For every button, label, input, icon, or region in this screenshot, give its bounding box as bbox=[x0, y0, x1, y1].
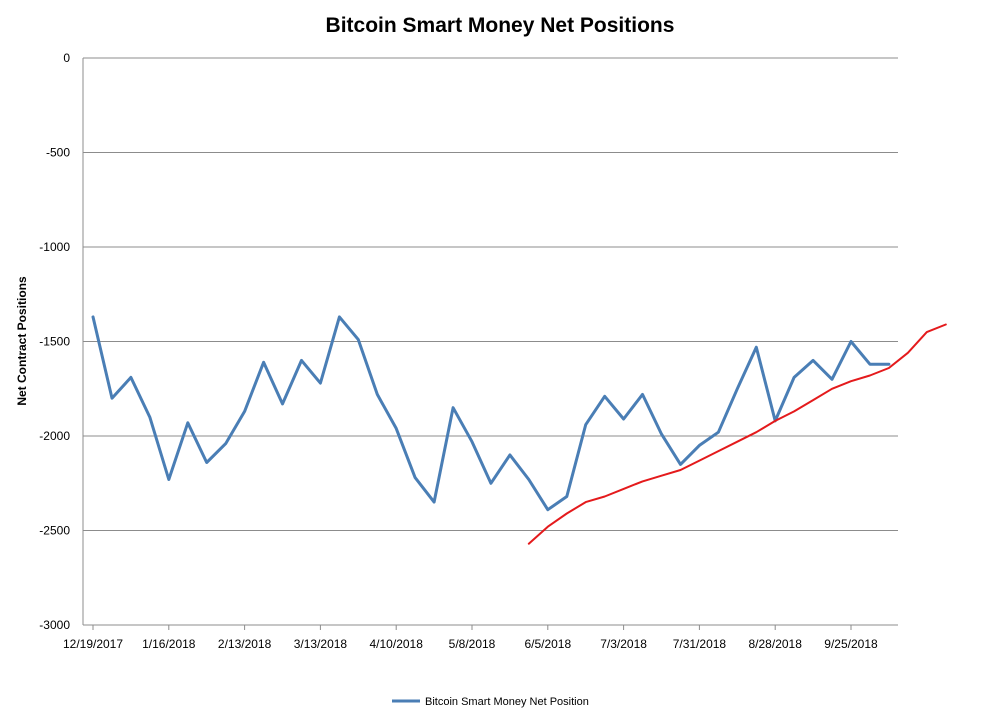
x-tick-label: 9/25/2018 bbox=[824, 637, 878, 651]
y-tick-label: 0 bbox=[63, 51, 70, 65]
legend-label: Bitcoin Smart Money Net Position bbox=[425, 696, 589, 708]
y-axis-ticks: 0 -500 -1000 -1500 -2000 -2500 -3000 bbox=[39, 51, 70, 632]
x-tick-label: 5/8/2018 bbox=[449, 637, 496, 651]
x-tick-label: 4/10/2018 bbox=[370, 637, 424, 651]
x-axis-ticks: 12/19/2017 1/16/2018 2/13/2018 3/13/2018 4/1… bbox=[63, 625, 878, 651]
x-tick-label: 7/3/2018 bbox=[600, 637, 647, 651]
series-line-trend bbox=[527, 323, 947, 545]
x-tick-label: 3/13/2018 bbox=[294, 637, 348, 651]
y-axis-label: Net Contract Positions bbox=[15, 276, 29, 406]
x-tick-label: 7/31/2018 bbox=[673, 637, 727, 651]
x-tick-label: 2/13/2018 bbox=[218, 637, 272, 651]
x-tick-label: 12/19/2017 bbox=[63, 637, 123, 651]
y-tick-label: -1000 bbox=[39, 240, 70, 254]
x-tick-label: 6/5/2018 bbox=[524, 637, 571, 651]
x-tick-label: 1/16/2018 bbox=[142, 637, 196, 651]
y-tick-label: -2000 bbox=[39, 429, 70, 443]
chart-title: Bitcoin Smart Money Net Positions bbox=[326, 14, 675, 37]
gridlines bbox=[82, 57, 898, 626]
y-tick-label: -500 bbox=[46, 146, 70, 160]
y-tick-label: -2500 bbox=[39, 524, 70, 538]
series-line-net-position bbox=[91, 315, 891, 512]
y-tick-label: -3000 bbox=[39, 618, 70, 632]
y-tick-label: -1500 bbox=[39, 335, 70, 349]
legend: Bitcoin Smart Money Net Position bbox=[392, 696, 589, 708]
x-tick-label: 8/28/2018 bbox=[749, 637, 803, 651]
series-lines bbox=[91, 315, 947, 545]
